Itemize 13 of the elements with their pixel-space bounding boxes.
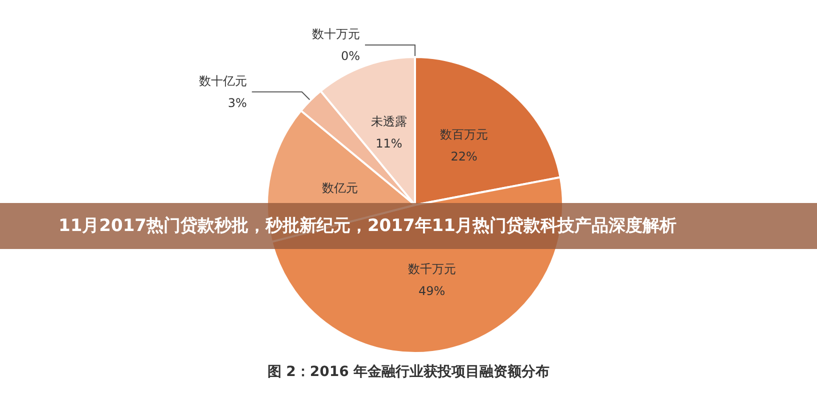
slice-label: 数千万元 bbox=[408, 262, 456, 276]
data-label: 3% bbox=[228, 96, 247, 110]
slice-label: 数亿元 bbox=[322, 181, 358, 196]
text: 0% bbox=[340, 49, 360, 63]
slice-label: 数十亿元 bbox=[198, 74, 247, 88]
data-label: 22% bbox=[450, 150, 478, 164]
text: 11月2017热门贷款秒批，秒批新纪元，2017年11月热门贷款科技产品深度解析 bbox=[58, 216, 676, 236]
category-label: 数十万元 bbox=[312, 27, 360, 41]
slice-label: 数百万元 bbox=[440, 128, 488, 142]
data-label: 11% bbox=[376, 136, 402, 151]
text: 图 2：2016 年金融行业获投项目融资额分布 bbox=[267, 363, 550, 380]
slice-label: 未透露 bbox=[370, 114, 407, 129]
data-label: 49% bbox=[418, 284, 446, 298]
